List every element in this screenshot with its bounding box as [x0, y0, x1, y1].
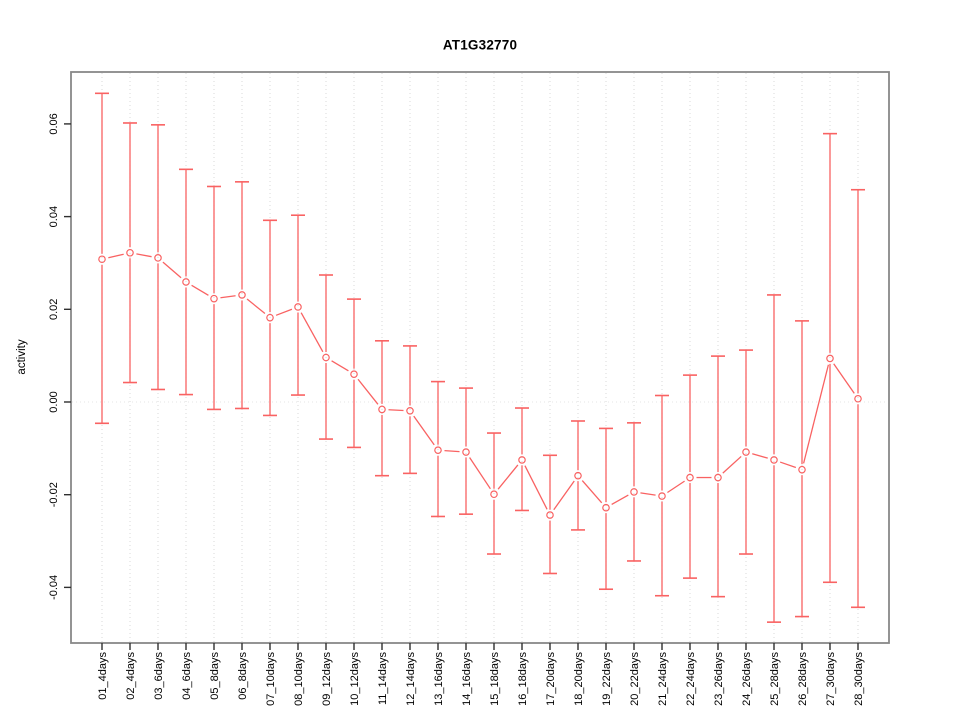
gridlines	[101, 73, 859, 642]
x-tick-label: 19_22days	[601, 652, 613, 706]
data-point	[854, 394, 862, 403]
data-point	[490, 490, 498, 499]
data-point	[658, 492, 666, 500]
x-tick-label: 16_18days	[517, 652, 529, 706]
line-segment	[833, 363, 855, 394]
data-point	[154, 254, 162, 262]
line-segment	[357, 378, 379, 405]
x-tick-label: 02_4days	[125, 652, 137, 700]
data-point	[210, 294, 218, 303]
line-segment	[779, 461, 797, 469]
plot-box	[70, 71, 890, 644]
y-tick-label: -0.02	[48, 482, 60, 507]
x-tick-label: 11_14days	[377, 652, 389, 706]
chart-title: AT1G32770	[442, 37, 518, 53]
line-segment	[581, 480, 603, 504]
data-point	[826, 354, 834, 363]
data-point	[574, 471, 582, 480]
x-tick-label: 09_12days	[321, 652, 333, 706]
data-point	[434, 446, 442, 454]
line-segment	[162, 261, 182, 279]
x-tick-label: 06_8days	[237, 652, 249, 700]
line-segment	[611, 494, 629, 506]
line-segment	[553, 480, 575, 511]
x-tick-label: 27_30days	[825, 652, 837, 706]
data-point	[602, 503, 610, 512]
x-tick-label: 18_20days	[573, 652, 585, 706]
x-tick-label: 14_16days	[461, 652, 473, 706]
data-point	[378, 405, 386, 414]
line-segment	[722, 455, 742, 474]
line-segment	[191, 284, 209, 296]
x-tick-label: 21_24days	[657, 652, 669, 706]
line-segment	[220, 295, 236, 299]
data-point	[322, 353, 330, 362]
line-segment	[388, 409, 404, 412]
data-point	[714, 473, 722, 482]
line-segment	[331, 360, 349, 372]
x-tick-label: 24_26days	[741, 652, 753, 706]
data-points	[98, 248, 862, 519]
line-segment	[444, 449, 460, 453]
x-tick-label: 17_20days	[545, 652, 557, 706]
data-point	[294, 303, 302, 311]
x-tick-label: 04_6days	[181, 652, 193, 700]
data-line	[108, 253, 855, 511]
line-segment	[300, 312, 324, 353]
data-point	[686, 473, 694, 482]
x-tick-label: 10_12days	[349, 652, 361, 706]
axis-ticks	[64, 123, 859, 650]
line-segment	[275, 308, 293, 316]
x-tick-label: 13_16days	[433, 652, 445, 706]
x-tick-label: 03_6days	[153, 652, 165, 700]
data-point	[630, 488, 638, 496]
data-point	[238, 291, 246, 299]
data-point	[798, 465, 806, 474]
y-tick-label: 0.04	[48, 206, 60, 227]
data-point	[98, 255, 106, 264]
line-segment	[108, 253, 124, 259]
x-tick-label: 01_4days	[97, 652, 109, 700]
line-segment	[667, 480, 685, 494]
data-point	[546, 511, 554, 519]
x-tick-label: 20_22days	[629, 652, 641, 706]
line-segment	[752, 453, 768, 459]
data-point	[182, 278, 190, 286]
y-tick-label: 0.06	[48, 113, 60, 134]
x-tick-label: 07_10days	[265, 652, 277, 706]
data-point	[266, 313, 274, 322]
line-segment	[413, 415, 435, 446]
data-point	[350, 370, 358, 378]
y-tick-label: -0.04	[48, 575, 60, 600]
data-point	[770, 456, 778, 464]
x-tick-label: 05_8days	[209, 652, 221, 700]
line-segment	[640, 492, 656, 496]
x-tick-label: 23_26days	[713, 652, 725, 706]
data-point	[518, 456, 526, 464]
x-tick-label: 26_28days	[797, 652, 809, 706]
y-tick-label: 0.00	[48, 391, 60, 412]
axis-tick-labels: -0.04 -0.02 0.00 0.02 0.04 0.06 01_4days 02_4da…	[48, 113, 865, 706]
line-segment	[497, 464, 519, 490]
line-segment	[136, 253, 152, 258]
error-bars	[95, 92, 865, 623]
x-tick-label: 12_14days	[405, 652, 417, 706]
data-point	[406, 406, 414, 415]
line-segment	[524, 465, 548, 510]
y-tick-label: 0.02	[48, 299, 60, 320]
data-point	[742, 448, 750, 456]
x-tick-label: 08_10days	[293, 652, 305, 706]
data-point	[462, 448, 470, 456]
line-segment	[246, 298, 266, 315]
x-tick-label: 15_18days	[489, 652, 501, 706]
line-segment	[802, 364, 830, 464]
x-tick-label: 28_30days	[853, 652, 865, 706]
plot-frame	[70, 71, 890, 644]
x-tick-label: 22_24days	[685, 652, 697, 706]
line-segment	[469, 457, 491, 490]
data-point	[126, 248, 134, 257]
x-tick-label: 25_28days	[769, 652, 781, 706]
